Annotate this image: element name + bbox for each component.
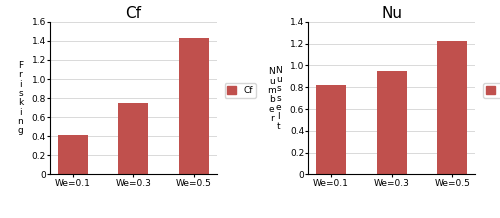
Bar: [179, 38, 209, 174]
Y-axis label: N
u
s
s
e
l
t: N u s s e l t: [276, 66, 282, 131]
Title: Nu: Nu: [381, 6, 402, 21]
Text: N
u
m
b
e
r: N u m b e r: [268, 67, 276, 123]
Bar: [118, 103, 148, 174]
Legend: Cf: Cf: [224, 83, 256, 98]
Legend: Nu: Nu: [483, 83, 500, 98]
Bar: [316, 85, 346, 174]
Y-axis label: F
r
i
s
k
i
n
g: F r i s k i n g: [18, 61, 23, 135]
Bar: [437, 41, 468, 174]
Title: Cf: Cf: [126, 6, 142, 21]
Bar: [376, 71, 407, 174]
Bar: [58, 135, 88, 174]
